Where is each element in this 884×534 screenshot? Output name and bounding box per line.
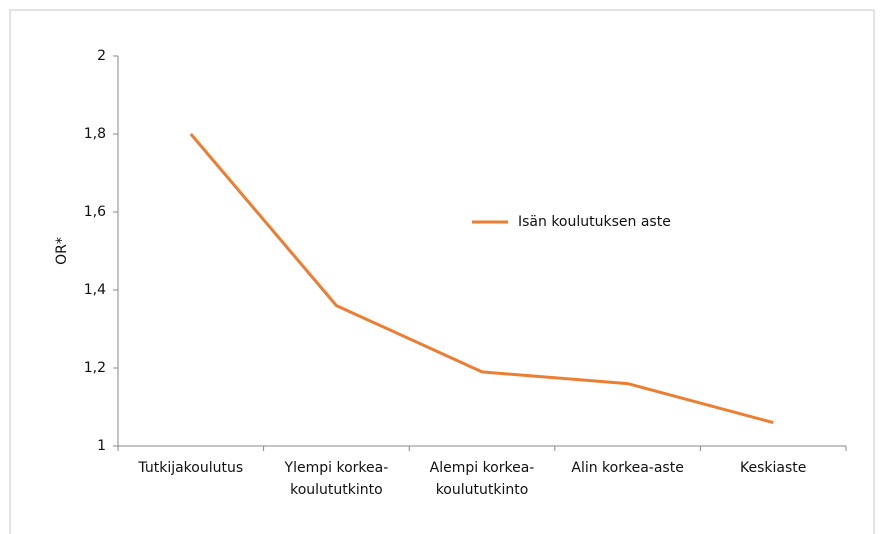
x-tick-label: Alempi korkea-koulututkinto: [430, 460, 535, 498]
y-tick-label: 1: [97, 438, 106, 454]
x-tick-label: Keskiaste: [740, 460, 806, 476]
legend-label: Isän koulutuksen aste: [518, 214, 671, 230]
y-tick-label: 1,6: [84, 204, 106, 220]
y-tick-label: 2: [97, 48, 106, 64]
x-tick-label: Tutkijakoulutus: [137, 460, 243, 476]
chart-frame: [9, 9, 875, 534]
series-line: [189, 133, 774, 425]
y-tick-label: 1,8: [84, 126, 106, 142]
x-tick-label: Ylempi korkea-koulututkinto: [284, 460, 389, 498]
y-axis-label: OR*: [54, 237, 70, 265]
y-tick-label: 1,2: [84, 360, 106, 376]
y-tick-label: 1,4: [84, 282, 106, 298]
x-tick-label: Alin korkea-aste: [571, 460, 683, 476]
